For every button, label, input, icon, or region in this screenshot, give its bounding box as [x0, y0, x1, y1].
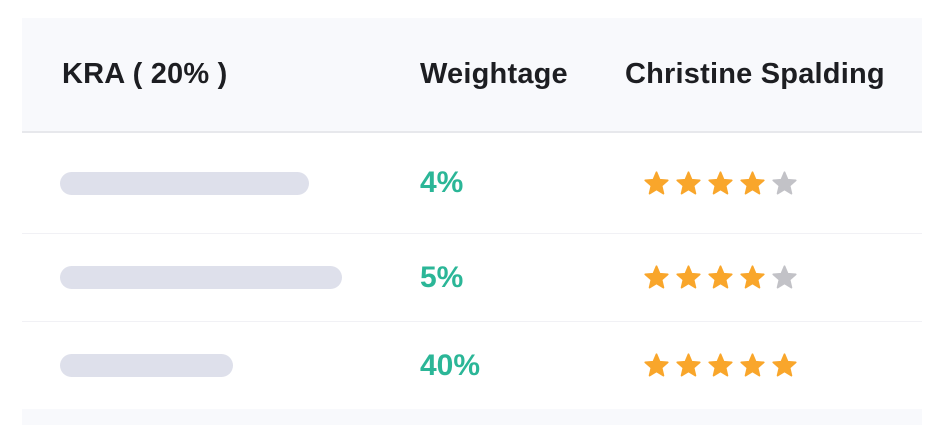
kra-cell: [22, 266, 420, 289]
star-icon[interactable]: [643, 264, 670, 291]
star-rating[interactable]: [625, 170, 922, 197]
star-rating[interactable]: [625, 264, 922, 291]
star-icon[interactable]: [643, 352, 670, 379]
star-icon[interactable]: [771, 264, 798, 291]
table-row: 40%: [22, 322, 922, 409]
table-header-row: KRA ( 20% ) Weightage Christine Spalding: [22, 18, 922, 133]
star-icon[interactable]: [771, 170, 798, 197]
table-body: 4% 5% 40%: [22, 133, 922, 409]
table-row: 4%: [22, 133, 922, 234]
weightage-cell: 5%: [420, 261, 625, 295]
star-icon[interactable]: [675, 170, 702, 197]
star-icon[interactable]: [739, 352, 766, 379]
kra-cell: [22, 354, 420, 377]
weightage-cell: 40%: [420, 349, 625, 383]
next-section-band: [22, 409, 922, 425]
star-rating[interactable]: [625, 352, 922, 379]
table-row: 5%: [22, 234, 922, 322]
star-icon[interactable]: [707, 170, 734, 197]
star-icon[interactable]: [675, 352, 702, 379]
column-header-kra: KRA ( 20% ): [62, 58, 228, 90]
star-icon[interactable]: [707, 264, 734, 291]
column-header-reviewer: Christine Spalding: [625, 58, 885, 90]
kra-review-table: KRA ( 20% ) Weightage Christine Spalding…: [22, 18, 922, 425]
star-icon[interactable]: [675, 264, 702, 291]
kra-placeholder-bar: [60, 171, 309, 195]
star-icon[interactable]: [739, 170, 766, 197]
weightage-value: 40%: [420, 348, 481, 382]
star-icon[interactable]: [771, 352, 798, 379]
star-icon[interactable]: [739, 264, 766, 291]
weightage-value: 5%: [420, 260, 464, 294]
kra-placeholder-bar: [60, 266, 342, 289]
column-header-weightage: Weightage: [420, 58, 568, 90]
weightage-cell: 4%: [420, 166, 625, 200]
kra-placeholder-bar: [60, 354, 233, 377]
weightage-value: 4%: [420, 166, 464, 199]
star-icon[interactable]: [707, 352, 734, 379]
star-icon[interactable]: [643, 170, 670, 197]
kra-cell: [22, 171, 420, 195]
